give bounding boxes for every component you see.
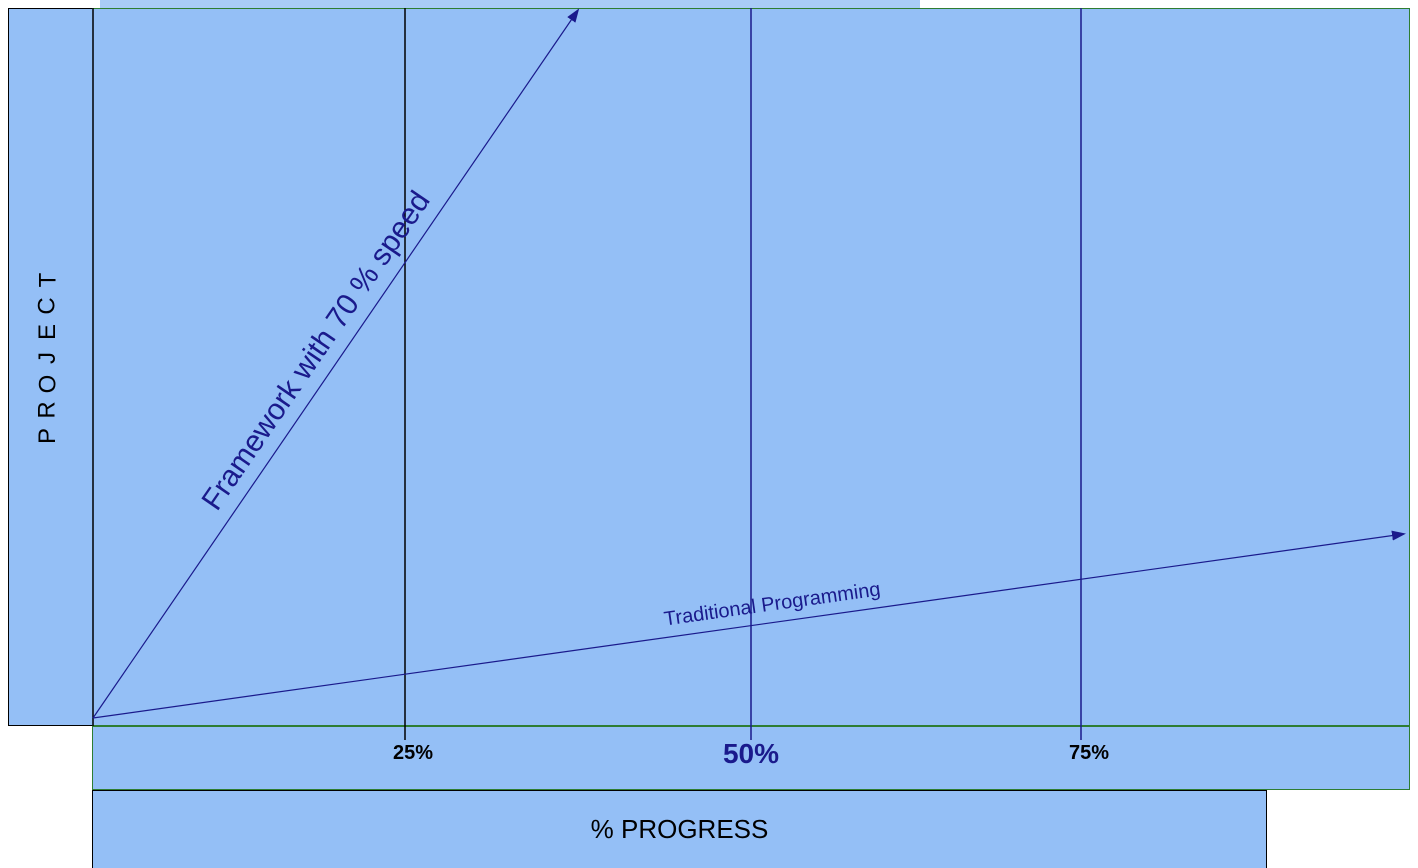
gridlines bbox=[404, 8, 1082, 740]
x-axis-title: % PROGRESS bbox=[590, 814, 769, 844]
tick-label-50: 50% bbox=[722, 738, 780, 769]
top-strip bbox=[100, 0, 920, 10]
arrow-label-framework: Framework with 70 % speed bbox=[196, 185, 437, 516]
tick-label-25: 25% bbox=[392, 742, 434, 764]
arrow-traditional bbox=[92, 530, 1406, 719]
x-axis-title-box: % PROGRESS bbox=[92, 790, 1267, 868]
tick-label-75: 75% bbox=[1068, 742, 1110, 764]
chart-panel bbox=[8, 8, 1410, 726]
arrow-framework bbox=[92, 8, 580, 719]
